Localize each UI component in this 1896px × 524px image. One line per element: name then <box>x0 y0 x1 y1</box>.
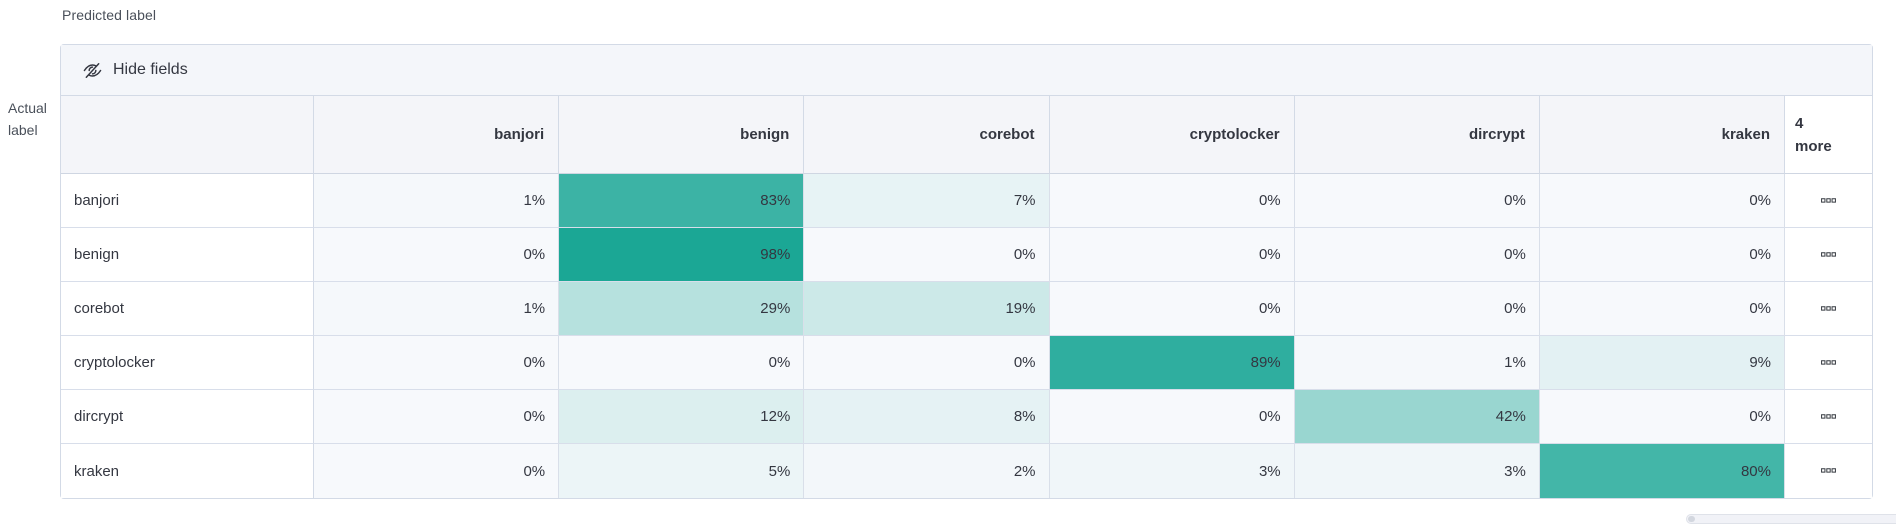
row-actions-banjori[interactable] <box>1785 174 1872 228</box>
cell-banjori-dircrypt[interactable]: 0% <box>1294 174 1540 228</box>
cell-cryptolocker-cryptolocker[interactable]: 89% <box>1049 336 1295 390</box>
column-header-benign[interactable]: benign <box>559 96 805 174</box>
cell-banjori-corebot[interactable]: 7% <box>804 174 1050 228</box>
cell-dircrypt-kraken[interactable]: 0% <box>1539 390 1785 444</box>
cell-corebot-cryptolocker[interactable]: 0% <box>1049 282 1295 336</box>
cell-banjori-banjori[interactable]: 1% <box>314 174 560 228</box>
cell-dircrypt-benign[interactable]: 12% <box>559 390 805 444</box>
more-columns-header[interactable]: 4 more <box>1785 96 1872 174</box>
cell-corebot-corebot[interactable]: 19% <box>804 282 1050 336</box>
column-header-cryptolocker[interactable]: cryptolocker <box>1049 96 1295 174</box>
predicted-axis-label: Predicted label <box>62 7 157 23</box>
cell-kraken-benign[interactable]: 5% <box>559 444 805 498</box>
cell-dircrypt-cryptolocker[interactable]: 0% <box>1049 390 1295 444</box>
grid-toolbar: Hide fields <box>61 45 1872 96</box>
row-label-corebot[interactable]: corebot <box>61 282 314 336</box>
cell-benign-banjori[interactable]: 0% <box>314 228 560 282</box>
row-actions-benign[interactable] <box>1785 228 1872 282</box>
eye-slash-icon <box>83 61 102 80</box>
corner-header-cell <box>61 96 314 174</box>
cell-cryptolocker-banjori[interactable]: 0% <box>314 336 560 390</box>
horizontal-scrollbar[interactable] <box>1686 514 1896 524</box>
cell-dircrypt-dircrypt[interactable]: 42% <box>1294 390 1540 444</box>
cell-cryptolocker-benign[interactable]: 0% <box>559 336 805 390</box>
hide-fields-button[interactable]: Hide fields <box>83 61 188 80</box>
column-header-dircrypt[interactable]: dircrypt <box>1294 96 1540 174</box>
cell-kraken-banjori[interactable]: 0% <box>314 444 560 498</box>
cell-benign-kraken[interactable]: 0% <box>1539 228 1785 282</box>
cell-cryptolocker-kraken[interactable]: 9% <box>1539 336 1785 390</box>
boxes-horizontal-icon <box>1821 251 1836 258</box>
cell-kraken-dircrypt[interactable]: 3% <box>1294 444 1540 498</box>
column-header-corebot[interactable]: corebot <box>804 96 1050 174</box>
actual-axis-label: Actual label <box>8 97 47 141</box>
boxes-horizontal-icon <box>1821 468 1836 474</box>
boxes-horizontal-icon <box>1821 305 1836 312</box>
hide-fields-label: Hide fields <box>113 61 188 78</box>
cell-kraken-cryptolocker[interactable]: 3% <box>1049 444 1295 498</box>
cell-benign-corebot[interactable]: 0% <box>804 228 1050 282</box>
row-label-kraken[interactable]: kraken <box>61 444 314 498</box>
cell-benign-dircrypt[interactable]: 0% <box>1294 228 1540 282</box>
row-label-benign[interactable]: benign <box>61 228 314 282</box>
cell-kraken-corebot[interactable]: 2% <box>804 444 1050 498</box>
boxes-horizontal-icon <box>1821 197 1836 204</box>
confusion-matrix-panel: Hide fields banjori benign corebot cryptolo… <box>60 44 1873 499</box>
cell-corebot-dircrypt[interactable]: 0% <box>1294 282 1540 336</box>
row-label-banjori[interactable]: banjori <box>61 174 314 228</box>
actual-axis-label-line2: label <box>8 122 38 138</box>
cell-corebot-benign[interactable]: 29% <box>559 282 805 336</box>
row-actions-dircrypt[interactable] <box>1785 390 1872 444</box>
cell-kraken-kraken[interactable]: 80% <box>1539 444 1785 498</box>
row-label-cryptolocker[interactable]: cryptolocker <box>61 336 314 390</box>
cell-benign-benign[interactable]: 98% <box>559 228 805 282</box>
cell-cryptolocker-corebot[interactable]: 0% <box>804 336 1050 390</box>
confusion-matrix-grid: Hide fields banjori benign corebot cryptolo… <box>61 45 1872 498</box>
column-header-kraken[interactable]: kraken <box>1539 96 1785 174</box>
cell-dircrypt-corebot[interactable]: 8% <box>804 390 1050 444</box>
cell-benign-cryptolocker[interactable]: 0% <box>1049 228 1295 282</box>
cell-banjori-benign[interactable]: 83% <box>559 174 805 228</box>
cell-banjori-cryptolocker[interactable]: 0% <box>1049 174 1295 228</box>
cell-banjori-kraken[interactable]: 0% <box>1539 174 1785 228</box>
cell-corebot-banjori[interactable]: 1% <box>314 282 560 336</box>
row-actions-cryptolocker[interactable] <box>1785 336 1872 390</box>
horizontal-scrollbar-thumb[interactable] <box>1688 516 1695 522</box>
column-header-banjori[interactable]: banjori <box>314 96 560 174</box>
row-label-dircrypt[interactable]: dircrypt <box>61 390 314 444</box>
cell-dircrypt-banjori[interactable]: 0% <box>314 390 560 444</box>
row-actions-corebot[interactable] <box>1785 282 1872 336</box>
boxes-horizontal-icon <box>1821 413 1836 420</box>
cell-cryptolocker-dircrypt[interactable]: 1% <box>1294 336 1540 390</box>
row-actions-kraken[interactable] <box>1785 444 1872 498</box>
cell-corebot-kraken[interactable]: 0% <box>1539 282 1785 336</box>
actual-axis-label-line1: Actual <box>8 100 47 116</box>
boxes-horizontal-icon <box>1821 359 1836 366</box>
